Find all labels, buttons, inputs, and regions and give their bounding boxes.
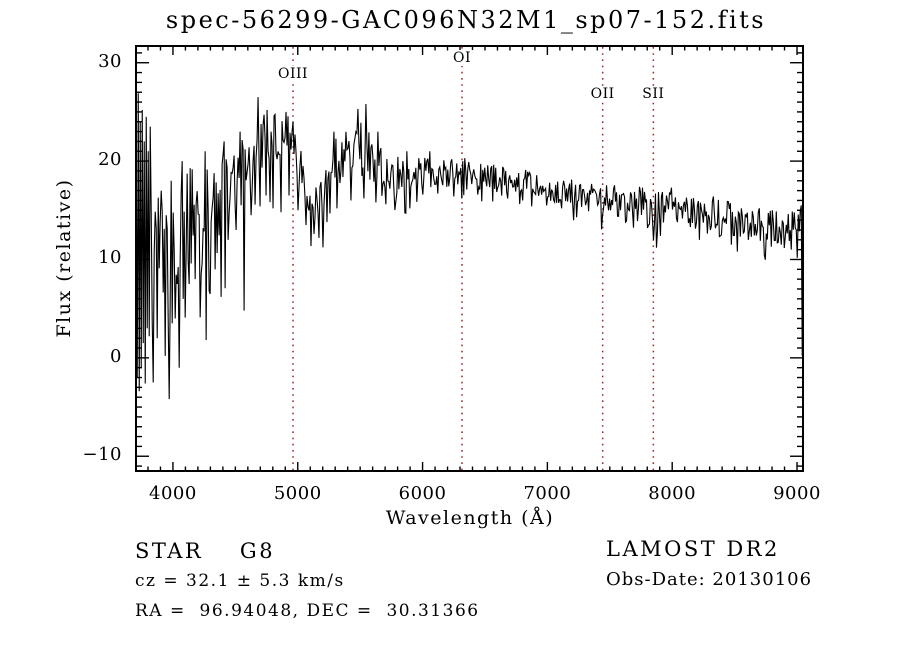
x-tick-label: 7000 (523, 483, 572, 504)
x-tick-label: 6000 (398, 483, 447, 504)
line-marker-label-oii: OII (588, 86, 617, 102)
obs-date-text: Obs-Date: 20130106 (606, 569, 813, 590)
spectrum-line (136, 93, 803, 400)
cz-velocity-text: cz = 32.1 ± 5.3 km/s (135, 571, 345, 591)
axis-box (135, 45, 804, 472)
line-marker-label-oiii: OIII (275, 66, 311, 82)
line-marker-label-oi: OI (450, 50, 474, 66)
x-tick-label: 8000 (648, 483, 697, 504)
x-tick-label: 5000 (273, 483, 322, 504)
y-tick-label: 30 (98, 50, 122, 72)
x-tick-label: 9000 (773, 483, 821, 504)
y-tick-label: 0 (110, 345, 122, 367)
x-axis-label: Wavelength (Å) (385, 507, 555, 529)
y-tick-label: 20 (98, 149, 122, 171)
plot-title: spec-56299-GAC096N32M1_sp07-152.fits (165, 6, 767, 34)
line-marker-label-sii: SII (640, 86, 667, 102)
object-class-text: STAR G8 (135, 539, 276, 563)
ra-dec-text: RA = 96.94048, DEC = 30.31366 (135, 601, 480, 621)
survey-name-text: LAMOST DR2 (606, 537, 780, 561)
y-tick-label: 10 (98, 247, 122, 269)
y-tick-label: −10 (82, 444, 122, 466)
x-tick-label: 4000 (149, 483, 197, 504)
